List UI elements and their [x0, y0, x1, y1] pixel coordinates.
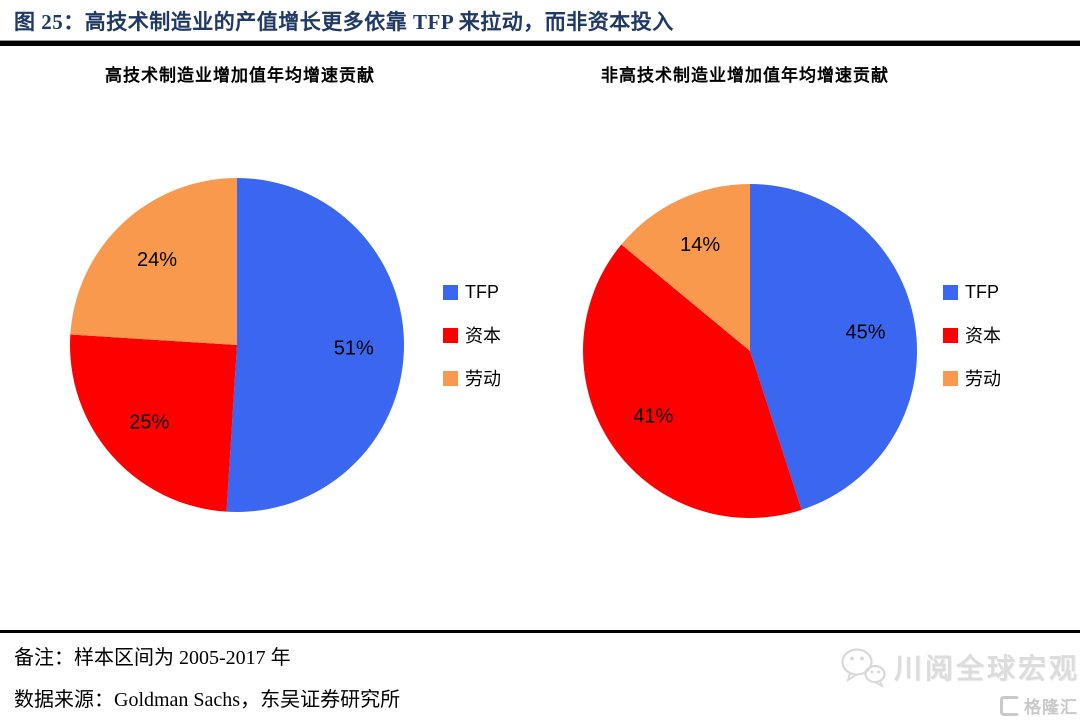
legend-label-capital: 资本 [465, 326, 501, 346]
chart-panel-non-high-tech: 非高技术制造业增加值年均增速贡献 45% 41% 14% TFP 资本劳动 [555, 55, 1080, 630]
note-data-source: 数据来源：Goldman Sachs，东吴证券研究所 [14, 689, 401, 711]
legend-label-capital: 资本 [965, 326, 1001, 346]
legend-item-labor: 劳动 [943, 369, 1001, 389]
chart-title-high-tech: 高技术制造业增加值年均增速贡献 [105, 66, 375, 85]
pie-slice-labor [621, 184, 750, 351]
title-divider [0, 40, 1080, 46]
pie-data-label-capital: 41% [633, 406, 673, 428]
pie-slice-tfp [750, 184, 918, 510]
pie-data-label-tfp: 51% [334, 338, 374, 360]
gelonghui-logo: 格隆汇 [1000, 693, 1078, 718]
gelonghui-logo-text: 格隆汇 [1024, 698, 1078, 717]
wechat-icon [841, 648, 886, 688]
legend-item-capital: 资本 [443, 326, 501, 346]
legend-high-tech: TFP 资本劳动 [443, 281, 501, 389]
legend-swatch-labor [943, 370, 958, 386]
figure-title: 图 25：高技术制造业的产值增长更多依靠 TFP 来拉动，而非资本投入 [14, 10, 674, 34]
legend-swatch-labor [443, 370, 458, 386]
pie-slice-capital [70, 334, 237, 512]
legend-item-capital: 资本 [943, 326, 1001, 346]
watermark: 川阅全球宏观 [840, 646, 1080, 688]
legend-item-tfp: TFP [443, 281, 501, 302]
pie-data-label-labor: 24% [137, 249, 177, 271]
pie-slice-capital [582, 244, 802, 519]
pie-slice-labor [70, 178, 237, 345]
legend-item-labor: 劳动 [443, 369, 501, 389]
gelonghui-logo-icon [1000, 695, 1020, 716]
pie-slice-tfp [226, 178, 405, 512]
legend-swatch-tfp [443, 284, 458, 300]
legend-item-tfp: TFP [943, 281, 1001, 302]
legend-swatch-capital [943, 327, 958, 343]
pie-chart-high-tech: 51% 25% 24% [70, 178, 405, 512]
note-sample-period: 备注：样本区间为 2005-2017 年 [14, 647, 291, 669]
legend-non-high-tech: TFP 资本劳动 [943, 281, 1001, 389]
legend-label-tfp: TFP [465, 281, 499, 302]
watermark-text: 川阅全球宏观 [894, 653, 1080, 684]
legend-swatch-tfp [943, 284, 958, 300]
legend-label-tfp: TFP [965, 281, 999, 302]
chart-title-non-high-tech: 非高技术制造业增加值年均增速贡献 [601, 66, 889, 85]
footer-divider [0, 630, 1080, 633]
legend-swatch-capital [443, 327, 458, 343]
pie-data-label-tfp: 45% [845, 322, 885, 344]
pie-data-label-capital: 25% [129, 411, 169, 433]
chart-panel-high-tech: 高技术制造业增加值年均增速贡献 51% 25% 24% TFP 资本劳动 [15, 55, 540, 630]
legend-label-labor: 劳动 [465, 369, 501, 389]
pie-chart-non-high-tech: 45% 41% 14% [582, 184, 918, 519]
pie-data-label-labor: 14% [680, 234, 720, 256]
legend-label-labor: 劳动 [965, 369, 1001, 389]
